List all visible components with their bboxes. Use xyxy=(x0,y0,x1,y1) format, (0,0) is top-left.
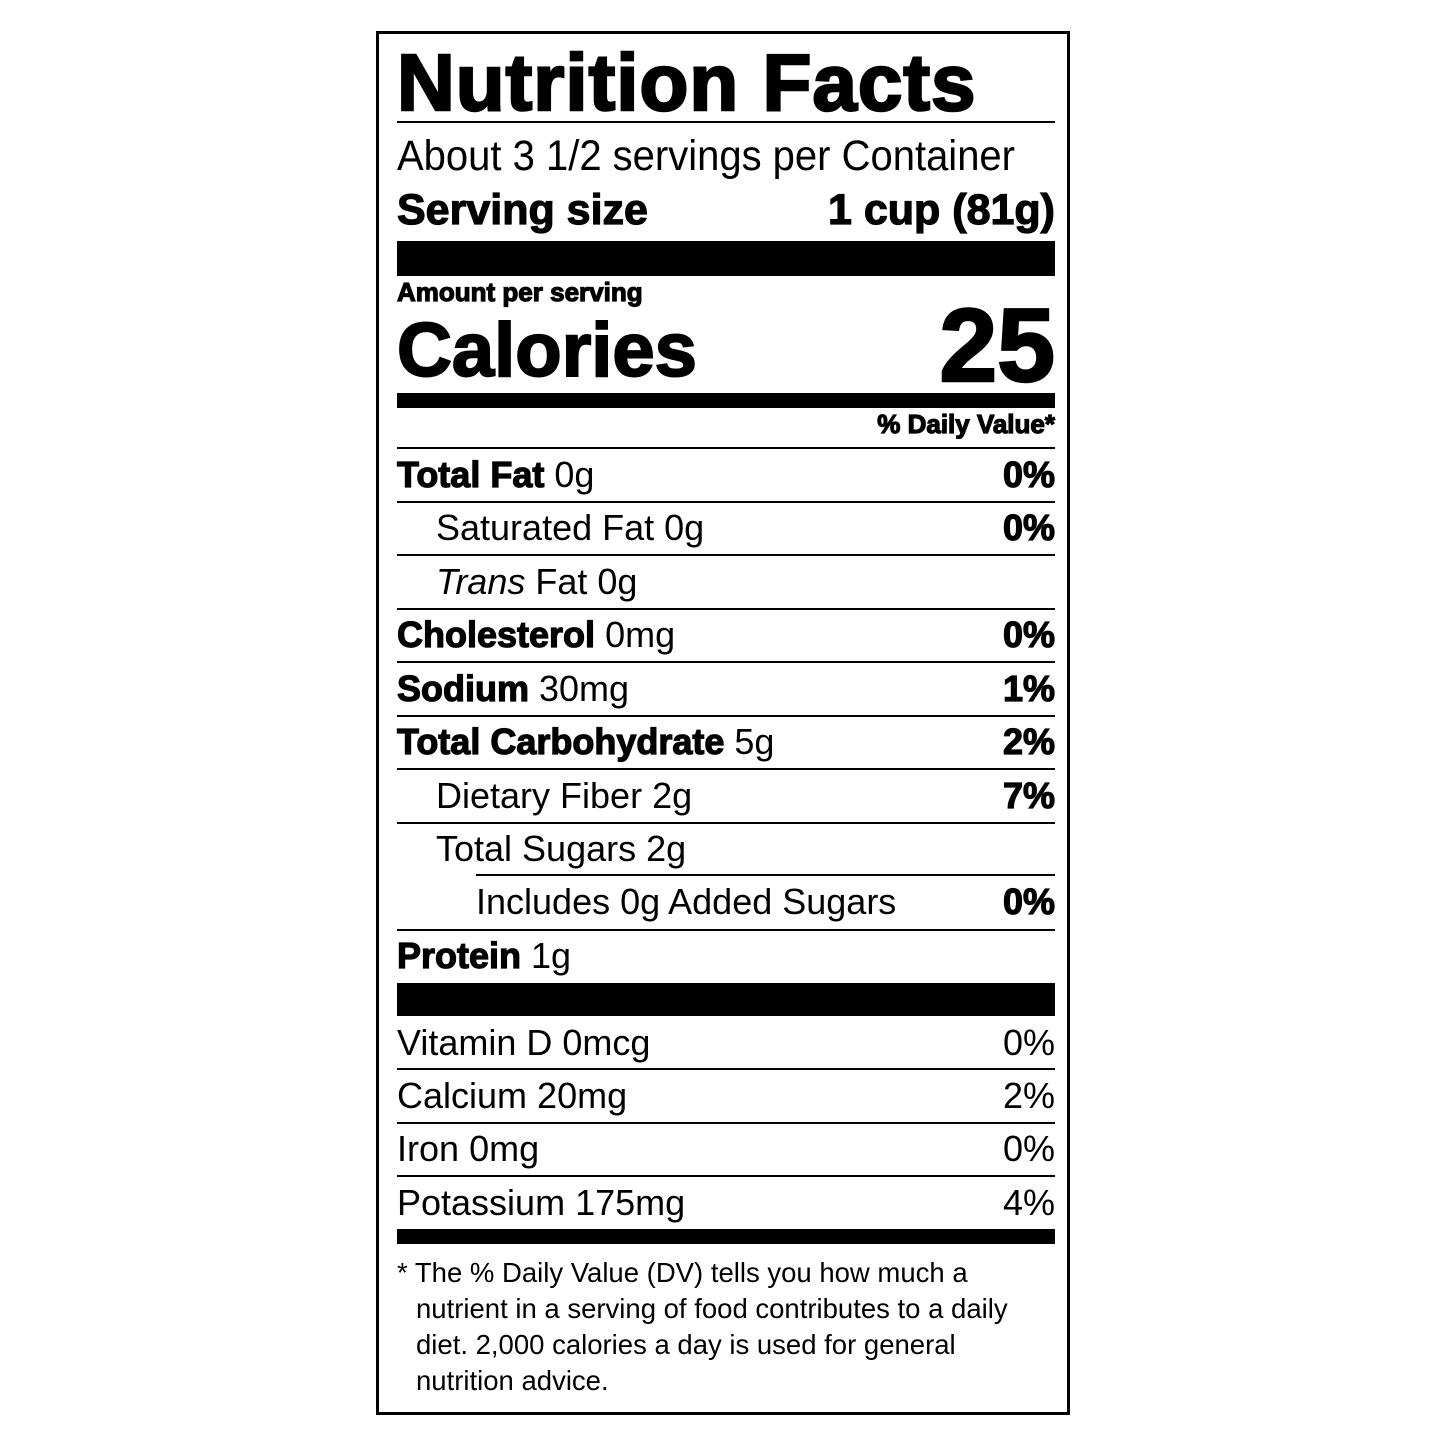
nutrient-row: Includes 0g Added Sugars 0% xyxy=(397,875,1056,929)
nutrient-amount: 0g xyxy=(664,507,705,549)
vitamin-amount: 20mg xyxy=(537,1074,628,1116)
nutrient-dv: 0% xyxy=(1002,614,1055,656)
vitamin-row: Iron 0mg 0% xyxy=(397,1121,1055,1176)
amount-per-serving: Amount per serving xyxy=(396,276,643,307)
nutrient-amount: 2g xyxy=(646,828,687,870)
vitamin-amount: 0mg xyxy=(469,1128,540,1170)
vitamin-name: Vitamin D xyxy=(397,1021,553,1063)
divider xyxy=(476,874,1055,876)
serving-size-value: 1 cup (81g) xyxy=(827,185,1055,234)
nutrient-name: Protein xyxy=(396,935,522,977)
thick-divider xyxy=(397,983,1055,1016)
nutrient-name: Sodium xyxy=(396,667,529,709)
vitamin-name: Iron xyxy=(397,1128,460,1170)
nutrient-name: Trans xyxy=(436,560,526,602)
nutrient-name: Total Fat xyxy=(396,453,545,495)
nutrient-dv: 7% xyxy=(1002,774,1055,816)
medium-divider xyxy=(397,1229,1055,1244)
label-title: Nutrition Facts xyxy=(396,37,977,129)
nutrient-name: Saturated Fat xyxy=(436,507,655,549)
vitamin-amount: 0mcg xyxy=(562,1021,651,1063)
nutrient-row: Total Carbohydrate 5g 2% xyxy=(396,714,1056,769)
nutrient-row: Trans Fat 0g xyxy=(397,554,1055,608)
nutrient-name: Includes 0g Added Sugars xyxy=(476,880,897,922)
calories-label: Calories xyxy=(396,307,698,394)
nutrient-dv: 0% xyxy=(1002,880,1055,922)
vitamin-row: Calcium 20mg 2% xyxy=(397,1068,1055,1122)
nutrient-amount: 0g xyxy=(554,453,595,495)
calories-row: Calories 25 xyxy=(396,288,1056,404)
vitamin-name: Potassium xyxy=(397,1181,566,1223)
nutrient-dv: 0% xyxy=(1002,453,1055,495)
nutrient-row: Total Fat 0g 0% xyxy=(396,447,1056,501)
nutrient-dv: 2% xyxy=(1002,721,1055,763)
footnote: * The % Daily Value (DV) tells you how m… xyxy=(397,1255,1037,1399)
nutrient-dv: 0% xyxy=(1002,507,1055,549)
thick-divider xyxy=(397,241,1055,276)
servings-per-container: About 3 1/2 servings per Container xyxy=(397,132,1015,180)
vitamin-dv: 4% xyxy=(1002,1181,1055,1223)
vitamin-name: Calcium xyxy=(397,1074,528,1116)
nutrient-amount: 30mg xyxy=(539,667,630,709)
serving-size: Serving size 1 cup (81g) xyxy=(396,184,1055,236)
vitamin-row: Vitamin D 0mcg 0% xyxy=(397,1016,1055,1070)
nutrient-row: Sodium 30mg 1% xyxy=(396,661,1056,715)
footnote-text: * The % Daily Value (DV) tells you how m… xyxy=(397,1257,1008,1396)
medium-divider xyxy=(397,393,1055,408)
nutrient-name: Total Sugars xyxy=(436,828,637,870)
nutrient-amount: 2g xyxy=(652,774,693,816)
nutrient-name: Total Carbohydrate xyxy=(396,721,725,763)
divider xyxy=(397,121,1055,123)
daily-value-header: % Daily Value* xyxy=(877,408,1056,439)
vitamin-dv: 2% xyxy=(1002,1074,1055,1116)
nutrient-name-suffix: Fat xyxy=(535,560,588,602)
nutrient-row: Cholesterol 0mg 0% xyxy=(396,607,1056,662)
nutrient-row: Protein 1g xyxy=(396,928,1055,983)
nutrient-amount: 1g xyxy=(531,935,572,977)
serving-size-label: Serving size xyxy=(396,185,648,234)
nutrient-row: Total Sugars 2g xyxy=(397,821,1055,876)
vitamin-amount: 175mg xyxy=(575,1181,686,1223)
nutrient-amount: 0mg xyxy=(605,614,676,656)
calories-value: 25 xyxy=(938,288,1056,404)
nutrient-name: Dietary Fiber xyxy=(436,774,643,816)
nutrition-facts-label: Nutrition Facts About 3 1/2 servings per… xyxy=(376,31,1070,1415)
nutrient-amount: 5g xyxy=(734,721,775,763)
nutrient-row: Dietary Fiber 2g 7% xyxy=(397,768,1056,822)
nutrient-row: Saturated Fat 0g 0% xyxy=(397,500,1056,555)
vitamin-row: Potassium 175mg 4% xyxy=(397,1175,1055,1229)
vitamin-dv: 0% xyxy=(1002,1128,1055,1170)
vitamin-dv: 0% xyxy=(1002,1021,1055,1063)
nutrient-name: Cholesterol xyxy=(396,614,596,656)
nutrient-amount: 0g xyxy=(597,560,638,602)
nutrient-dv: 1% xyxy=(1002,667,1055,709)
